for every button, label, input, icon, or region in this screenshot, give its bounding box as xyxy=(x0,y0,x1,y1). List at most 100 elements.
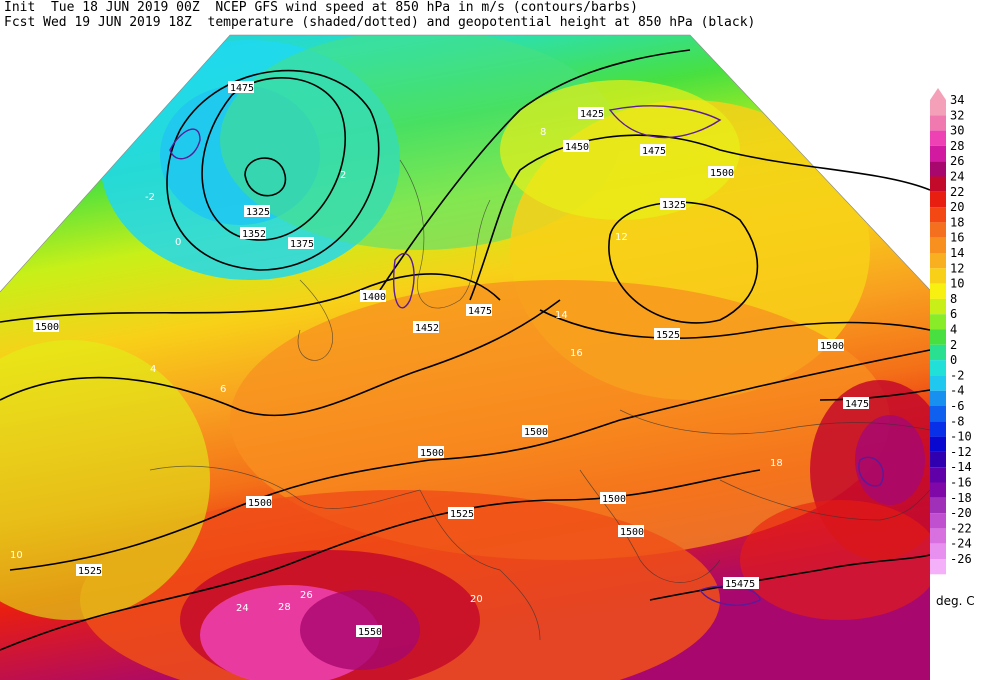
temp-label: -2 xyxy=(145,192,155,203)
height-label: 1452 xyxy=(415,323,439,334)
height-label: 1500 xyxy=(420,448,444,459)
legend-label: 4 xyxy=(950,323,957,337)
legend-swatch xyxy=(930,375,946,391)
legend-swatch xyxy=(930,344,946,361)
legend-label: -4 xyxy=(950,384,964,398)
legend-label: 0 xyxy=(950,353,957,367)
legend-label: 22 xyxy=(950,185,964,199)
temp-label: 6 xyxy=(220,384,226,395)
legend-swatch xyxy=(930,130,946,146)
legend-swatch xyxy=(930,115,946,131)
temp-label: 8 xyxy=(540,127,546,138)
legend-swatch xyxy=(930,421,946,437)
legend-label: 24 xyxy=(950,170,964,184)
height-label: 1475 xyxy=(230,83,254,94)
legend-label: 8 xyxy=(950,292,957,306)
height-label: 1500 xyxy=(820,341,844,352)
legend-swatch xyxy=(930,482,946,498)
legend-swatch xyxy=(930,176,946,192)
legend-label: -22 xyxy=(950,521,972,535)
legend-swatch xyxy=(930,528,946,544)
height-label: 1500 xyxy=(524,427,548,438)
legend-label: 34 xyxy=(950,93,964,107)
legend-label: 16 xyxy=(950,231,964,245)
legend-label: -2 xyxy=(950,368,964,382)
legend-swatch xyxy=(930,237,946,253)
legend-swatch xyxy=(930,314,946,330)
temp-label: 10 xyxy=(10,550,23,561)
coastlines xyxy=(149,159,931,641)
legend-swatch xyxy=(930,283,946,299)
height-label: 1325 xyxy=(246,207,270,218)
legend-label: -18 xyxy=(950,491,972,505)
height-label: 1475 xyxy=(468,306,492,317)
legend-label: 28 xyxy=(950,139,964,153)
height-label: 1325 xyxy=(662,200,686,211)
height-label: 1525 xyxy=(78,566,102,577)
legend-swatch xyxy=(930,436,946,452)
height-label: 1475 xyxy=(845,399,869,410)
temp-label: 4 xyxy=(150,364,156,375)
legend-swatch xyxy=(930,207,946,223)
legend-label: -20 xyxy=(950,506,972,520)
legend-swatch xyxy=(930,191,946,208)
height-label: 1525 xyxy=(450,509,474,520)
legend-swatch xyxy=(930,268,946,284)
legend-label: -14 xyxy=(950,460,972,474)
temp-label: 14 xyxy=(555,310,568,321)
height-label: 1425 xyxy=(580,109,604,120)
legend-label: 6 xyxy=(950,307,957,321)
legend-arrow-icon xyxy=(930,88,946,100)
legend-label: -6 xyxy=(950,399,964,413)
legend-label: 26 xyxy=(950,154,964,168)
legend-swatch xyxy=(930,559,946,575)
height-label: 1500 xyxy=(35,322,59,333)
legend-swatch xyxy=(930,145,946,162)
height-label-group: 1475 1425 1450 1475 1500 1325 1325 1352 … xyxy=(33,81,869,638)
color-legend: 3432302826242220181614121086420-2-4-6-8-… xyxy=(930,88,972,575)
temp-label: 2 xyxy=(340,170,346,181)
legend-label: 30 xyxy=(950,124,964,138)
temperature-field xyxy=(0,35,930,680)
legend-swatch xyxy=(930,406,946,422)
temp-label: 28 xyxy=(278,602,291,613)
legend-swatch xyxy=(930,329,946,345)
legend-swatch xyxy=(930,497,946,514)
header-forecast-line: Fcst Wed 19 JUN 2019 18Z temperature (sh… xyxy=(4,15,756,30)
legend-swatch xyxy=(930,360,946,376)
legend-unit: deg. C xyxy=(936,594,975,608)
legend-label: -12 xyxy=(950,445,972,459)
temp-label: 0 xyxy=(175,237,181,248)
temp-label: 18 xyxy=(770,458,783,469)
legend-label: 2 xyxy=(950,338,957,352)
height-label: 1352 xyxy=(242,229,266,240)
height-label: 1525 xyxy=(656,330,680,341)
height-label: 1450 xyxy=(565,142,589,153)
legend-label: 14 xyxy=(950,246,964,260)
legend-swatch xyxy=(930,451,946,468)
legend-label: 32 xyxy=(950,108,964,122)
height-label: 1550 xyxy=(358,627,382,638)
temp-label: 24 xyxy=(236,603,249,614)
legend-swatch xyxy=(930,467,946,483)
height-label: 1475 xyxy=(642,146,666,157)
height-label: 1375 xyxy=(290,239,314,250)
temp-label: 26 xyxy=(300,590,313,601)
temp-label: 16 xyxy=(570,348,583,359)
height-contours xyxy=(0,49,931,651)
map-boundary xyxy=(0,34,931,293)
legend-swatch xyxy=(930,222,946,238)
legend-label: -16 xyxy=(950,476,972,490)
legend-swatch xyxy=(930,513,946,529)
temp-label-group: 0 2 -2 4 6 8 10 12 14 16 18 20 24 26 28 xyxy=(10,127,783,614)
legend-label: -24 xyxy=(950,537,972,551)
legend-label: 20 xyxy=(950,200,964,214)
temp-label: 12 xyxy=(615,232,628,243)
legend-swatch xyxy=(930,390,946,406)
height-label: 1500 xyxy=(248,498,272,509)
height-label: 1500 xyxy=(710,168,734,179)
legend-swatch xyxy=(930,543,946,559)
height-label: 1500 xyxy=(620,527,644,538)
legend-label: -8 xyxy=(950,414,964,428)
